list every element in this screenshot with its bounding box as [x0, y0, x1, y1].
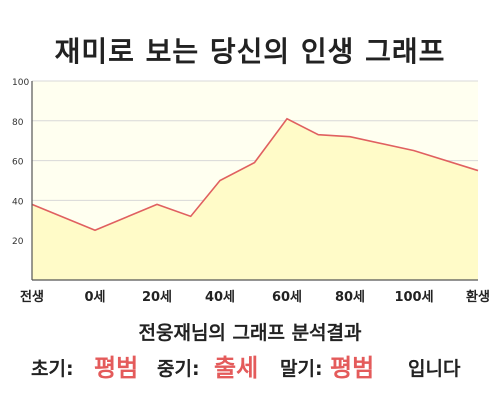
middle-label: 중기:	[157, 358, 200, 380]
y-tick-label: 100	[12, 78, 29, 88]
y-tick-label: 60	[12, 158, 24, 168]
x-tick-label: 전생	[20, 289, 44, 305]
y-tick-label: 40	[12, 197, 24, 207]
y-tick-label: 80	[12, 118, 24, 128]
x-tick-label: 환생	[466, 289, 490, 305]
middle-value: 출세	[214, 354, 259, 382]
result-title: 전웅재님의 그래프 분석결과	[138, 322, 362, 344]
x-tick-label: 20세	[142, 290, 172, 305]
x-tick-label: 60세	[272, 290, 302, 305]
area-fill	[32, 118, 478, 280]
y-tick-label: 20	[12, 237, 24, 247]
late-value: 평범	[330, 354, 375, 382]
chart-title: 재미로 보는 당신의 인생 그래프	[54, 35, 446, 68]
late-label: 말기:	[280, 358, 323, 380]
early-value: 평범	[94, 354, 139, 382]
x-tick-label: 0세	[84, 290, 105, 305]
result-suffix: 입니다	[408, 358, 461, 380]
x-tick-label: 80세	[335, 290, 365, 305]
x-tick-label: 100세	[394, 290, 433, 305]
x-tick-label: 40세	[205, 290, 235, 305]
result-summary: 초기: 평범 중기: 출세 말기: 평범 입니다	[0, 346, 500, 382]
series-line	[31, 117, 479, 232]
early-label: 초기:	[31, 358, 74, 380]
